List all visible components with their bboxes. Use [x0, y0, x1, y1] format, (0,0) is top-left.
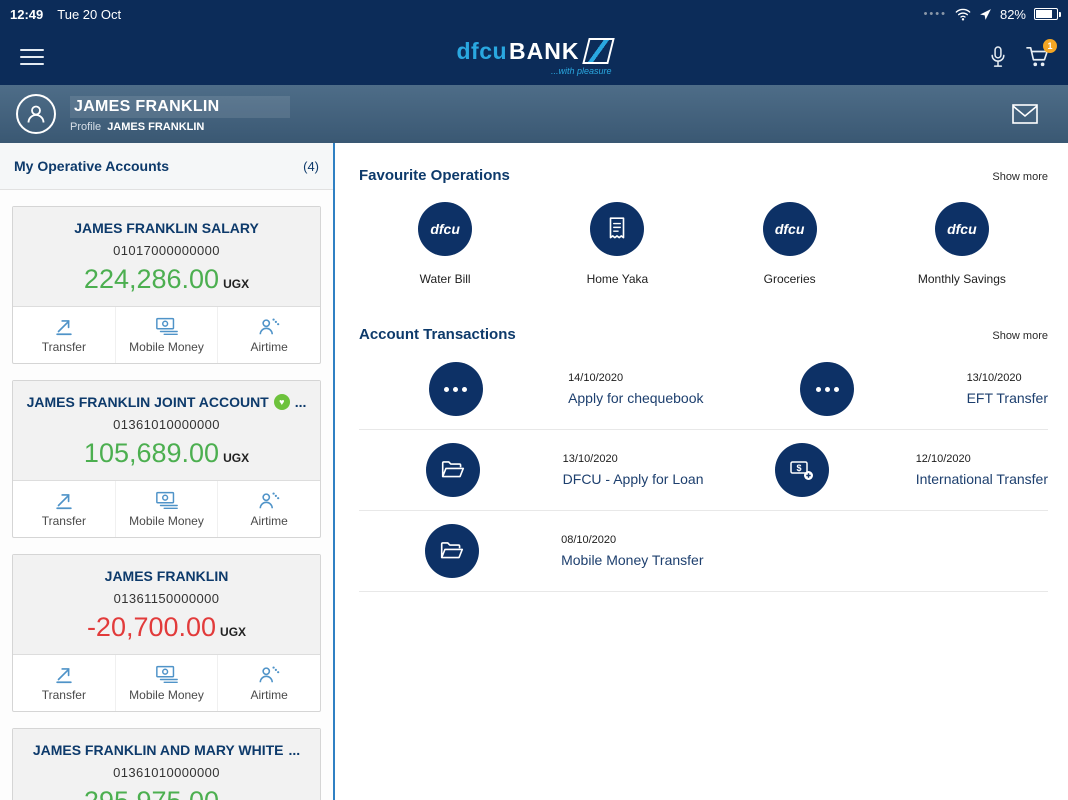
ellipsis-icon — [428, 362, 483, 416]
account-number: 01361010000000 — [113, 765, 220, 780]
mobile-money-button[interactable]: Mobile Money — [114, 307, 218, 363]
transaction-label: DFCU - Apply for Loan — [562, 471, 704, 487]
status-bar: 12:49 Tue 20 Oct •••• 82% — [0, 0, 1068, 28]
microphone-icon[interactable] — [988, 45, 1008, 69]
transaction-label: EFT Transfer — [966, 390, 1048, 406]
cart-badge: 1 — [1043, 38, 1057, 53]
accounts-panel-title: My Operative Accounts — [14, 158, 170, 174]
cart-icon[interactable]: 1 — [1026, 38, 1057, 68]
profile-display-name: JAMES FRANKLIN — [70, 95, 290, 118]
transfer-button[interactable]: Transfer — [13, 655, 115, 711]
mobile-money-button[interactable]: Mobile Money — [114, 481, 218, 537]
transaction-date: 12/10/2020 — [915, 453, 971, 465]
avatar[interactable] — [16, 94, 56, 134]
transaction-row-empty — [703, 511, 1048, 592]
profile-bar: JAMES FRANKLIN Profile JAMES FRANKLIN — [0, 85, 1068, 143]
profile-label: Profile — [70, 120, 102, 133]
transaction-label: Mobile Money Transfer — [561, 552, 704, 568]
ellipsis-icon — [800, 362, 855, 416]
account-number: 01361150000000 — [113, 591, 220, 606]
transactions-grid: 14/10/2020 Apply for chequebook 13/10/20… — [359, 349, 1048, 592]
mobile-money-button[interactable]: Mobile Money — [114, 655, 218, 711]
favourite-operations-title: Favourite Operations — [359, 167, 510, 184]
profile-subname: JAMES FRANKLIN — [107, 120, 205, 133]
transaction-row[interactable]: 13/10/2020 EFT Transfer — [703, 349, 1048, 430]
airtime-button[interactable]: Airtime — [217, 655, 320, 711]
transaction-date: 13/10/2020 — [966, 372, 1022, 384]
account-balance: -20,700.00 UGX — [86, 612, 247, 642]
nav-bar: dfcu BANK ...with pleasure 1 — [0, 28, 1068, 85]
transfer-button[interactable]: Transfer — [13, 307, 115, 363]
battery-icon — [1034, 8, 1061, 20]
currency-label: UGX — [223, 277, 250, 291]
transaction-date: 08/10/2020 — [561, 534, 617, 546]
dfcu-bank-logo: dfcu BANK ...with pleasure — [456, 37, 615, 76]
account-name: JAMES FRANKLIN JOINT ACCOUNT ♥ ... — [26, 394, 307, 410]
operative-accounts-panel: My Operative Accounts (4) JAMES FRANKLIN… — [0, 143, 335, 800]
account-number: 01017000000000 — [113, 243, 220, 258]
favourite-badge-icon: ♥ — [273, 394, 290, 410]
favourite-home-yaka[interactable]: Home Yaka — [531, 202, 703, 286]
logo-text-bank: BANK — [509, 37, 580, 64]
menu-icon[interactable] — [20, 44, 44, 70]
currency-label: UGX — [223, 451, 250, 465]
account-card[interactable]: JAMES FRANKLIN AND MARY WHITE ... 013610… — [12, 728, 321, 800]
logo-tagline: ...with pleasure — [550, 65, 612, 76]
currency-label: UGX — [220, 625, 247, 639]
logo-text-dfcu: dfcu — [456, 37, 508, 64]
dfcu-logo-mark-icon — [582, 38, 615, 64]
airtime-button[interactable]: Airtime — [217, 307, 320, 363]
airtime-button[interactable]: Airtime — [217, 481, 320, 537]
accounts-panel-header: My Operative Accounts (4) — [0, 143, 333, 190]
dfcu-logo-icon: dfcu — [762, 202, 817, 256]
favourite-operations-row: dfcu Water Bill Home Yaka dfcu Groceries… — [359, 202, 1048, 302]
date: Tue 20 Oct — [57, 6, 122, 22]
receipt-icon — [590, 202, 645, 256]
favourite-water-bill[interactable]: dfcu Water Bill — [359, 202, 531, 286]
account-card[interactable]: JAMES FRANKLIN JOINT ACCOUNT ♥ ... 01361… — [12, 380, 321, 538]
clock: 12:49 — [10, 6, 44, 22]
favourite-groceries[interactable]: dfcu Groceries — [704, 202, 876, 286]
account-balance: 224,286.00 UGX — [83, 264, 250, 294]
main-panel: Favourite Operations Show more dfcu Wate… — [335, 143, 1068, 800]
money-transfer-icon: $ — [774, 443, 829, 497]
transaction-date: 13/10/2020 — [562, 453, 618, 465]
transaction-row[interactable]: 13/10/2020 DFCU - Apply for Loan — [359, 430, 704, 511]
account-card[interactable]: JAMES FRANKLIN SALARY 01017000000000 224… — [12, 206, 321, 364]
transfer-button[interactable]: Transfer — [13, 481, 115, 537]
account-name: JAMES FRANKLIN — [104, 568, 229, 584]
folder-icon — [425, 443, 480, 497]
transaction-row[interactable]: 14/10/2020 Apply for chequebook — [359, 349, 704, 430]
signal-dots-icon: •••• — [923, 8, 947, 20]
favourites-show-more-link[interactable]: Show more — [992, 171, 1048, 183]
transaction-row[interactable]: 08/10/2020 Mobile Money Transfer — [359, 511, 704, 592]
transaction-date: 14/10/2020 — [568, 372, 624, 384]
folder-icon — [425, 524, 480, 578]
accounts-count: (4) — [303, 158, 319, 174]
location-arrow-icon — [979, 8, 992, 21]
account-balance: 105,689.00 UGX — [83, 438, 250, 468]
account-name: JAMES FRANKLIN AND MARY WHITE ... — [32, 742, 301, 758]
transaction-label: Apply for chequebook — [568, 390, 704, 406]
dfcu-logo-icon: dfcu — [418, 202, 473, 256]
account-card[interactable]: JAMES FRANKLIN 01361150000000 -20,700.00… — [12, 554, 321, 712]
name-ellipsis: ... — [288, 742, 301, 758]
mail-icon[interactable] — [1012, 104, 1038, 124]
name-ellipsis: ... — [294, 394, 307, 410]
transactions-show-more-link[interactable]: Show more — [992, 330, 1048, 342]
account-number: 01361010000000 — [113, 417, 220, 432]
battery-percent: 82% — [999, 6, 1026, 22]
account-transactions-title: Account Transactions — [359, 326, 516, 343]
dfcu-logo-icon: dfcu — [934, 202, 989, 256]
transaction-row[interactable]: $ 12/10/2020 International Transfer — [703, 430, 1048, 511]
favourite-monthly-savings[interactable]: dfcu Monthly Savings — [876, 202, 1048, 286]
account-name: JAMES FRANKLIN SALARY — [74, 220, 259, 236]
svg-text:$: $ — [796, 463, 801, 473]
wifi-icon — [955, 7, 971, 21]
transaction-label: International Transfer — [915, 471, 1048, 487]
